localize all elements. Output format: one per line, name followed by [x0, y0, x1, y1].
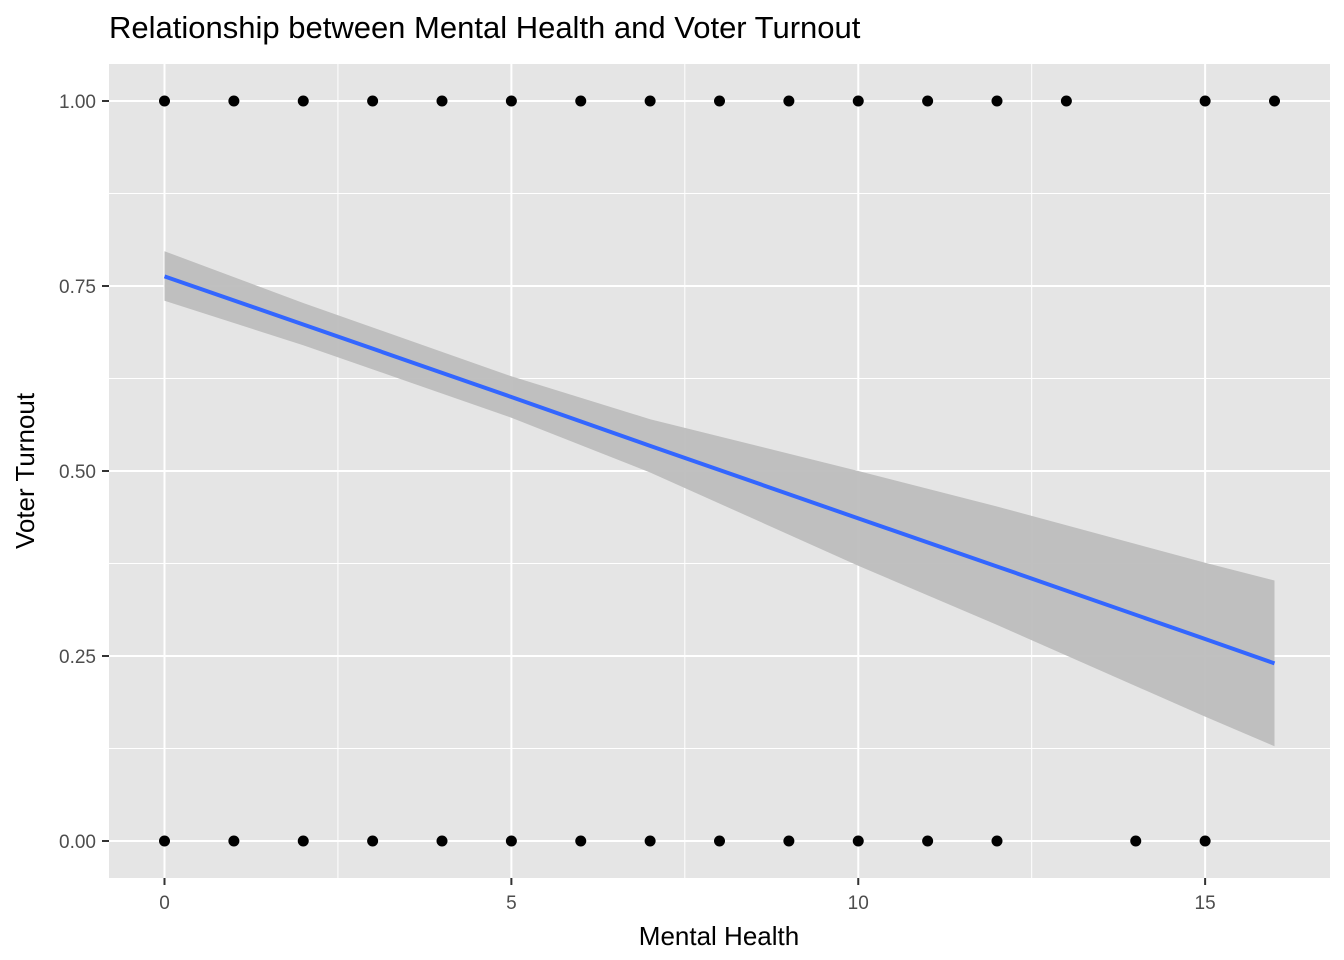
x-axis: 0 5 10 15: [159, 878, 1216, 914]
data-point: [159, 835, 170, 847]
x-tick-label: 0: [159, 893, 170, 914]
x-tick-label: 15: [1195, 893, 1216, 914]
data-point: [922, 95, 934, 107]
fit-line-layer: [163, 274, 1276, 666]
data-point: [1199, 835, 1211, 847]
y-axis: 0.00 0.25 0.50 0.75 1.00: [59, 92, 109, 853]
data-point: [367, 95, 379, 107]
data-point: [1060, 95, 1072, 107]
y-tick-label: 0.25: [59, 647, 96, 668]
data-point: [783, 95, 795, 107]
y-tick-label: 1.00: [59, 92, 96, 113]
data-point: [1199, 95, 1211, 107]
confidence-band-layer: [164, 251, 1275, 747]
fit-line: [163, 274, 1276, 666]
y-tick-label: 0.50: [59, 462, 96, 483]
data-point: [783, 835, 795, 847]
data-point: [367, 835, 379, 847]
confidence-band: [164, 251, 1275, 747]
data-point: [922, 835, 934, 847]
data-point: [159, 95, 170, 107]
data-point: [505, 835, 517, 847]
data-point: [991, 95, 1003, 107]
x-tick-label: 5: [506, 893, 517, 914]
y-tick-label: 0.00: [59, 832, 96, 853]
data-point: [852, 95, 864, 107]
data-point: [1269, 95, 1280, 107]
data-point: [505, 95, 517, 107]
y-axis-title: Voter Turnout: [10, 392, 40, 549]
data-point: [714, 95, 725, 107]
data-point: [297, 835, 309, 847]
data-point: [575, 95, 587, 107]
data-point: [852, 835, 864, 847]
data-point: [714, 835, 725, 847]
data-point: [228, 835, 240, 847]
x-axis-title: Mental Health: [639, 921, 799, 951]
data-point: [436, 95, 448, 107]
points-layer: [159, 95, 1280, 847]
data-point: [436, 835, 448, 847]
data-point: [644, 835, 656, 847]
data-point: [297, 95, 309, 107]
data-point: [644, 95, 656, 107]
data-point: [575, 835, 587, 847]
x-tick-label: 10: [848, 893, 869, 914]
data-point: [1130, 835, 1142, 847]
y-tick-label: 0.75: [59, 277, 96, 298]
data-point: [228, 95, 240, 107]
data-point: [991, 835, 1003, 847]
chart-title: Relationship between Mental Health and V…: [109, 10, 861, 45]
